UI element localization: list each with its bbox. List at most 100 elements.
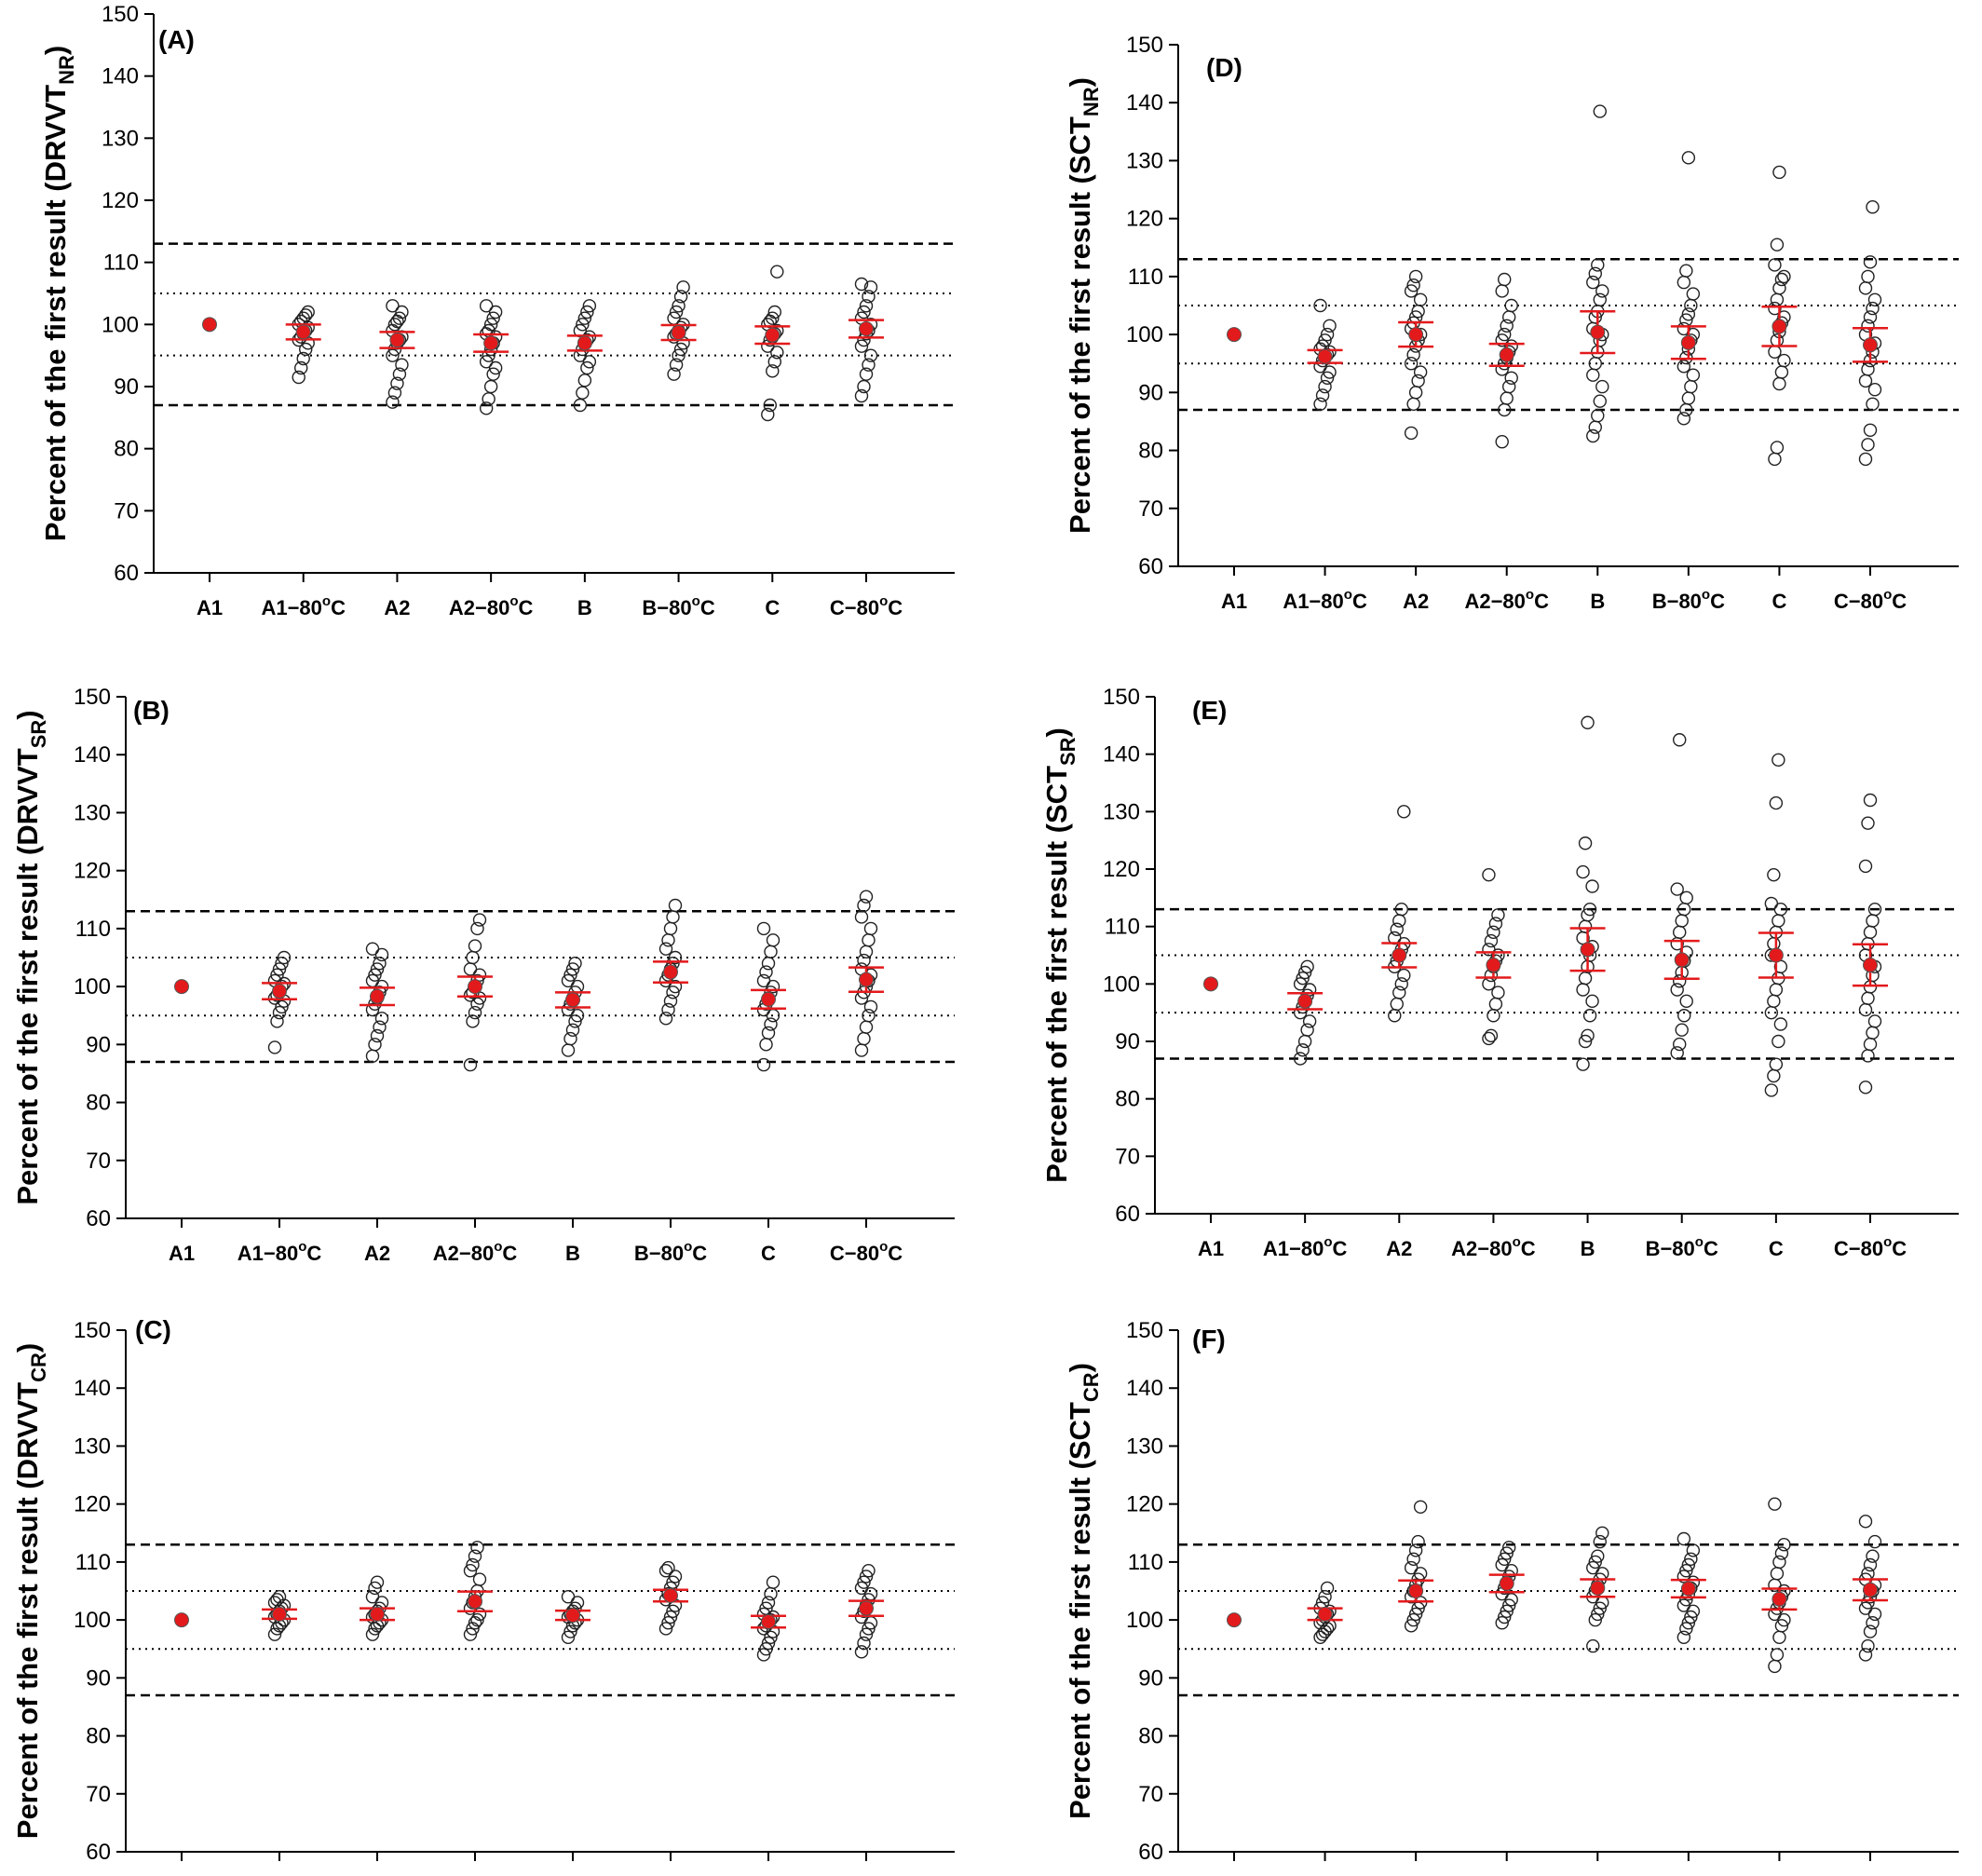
x-tick-label: C bbox=[1769, 1237, 1784, 1260]
data-point bbox=[1677, 1570, 1691, 1584]
mean-point bbox=[1772, 1591, 1787, 1607]
data-point bbox=[857, 379, 871, 394]
y-tick-label: 100 bbox=[74, 1608, 111, 1633]
data-point bbox=[1686, 1543, 1701, 1557]
data-point bbox=[468, 1616, 482, 1630]
data-point bbox=[663, 1610, 678, 1625]
x-tick-label: A1−80oC bbox=[1283, 587, 1367, 613]
data-point bbox=[1858, 374, 1873, 388]
data-point bbox=[1867, 1607, 1882, 1622]
x-tick-label: B−80oC bbox=[634, 1239, 707, 1265]
data-point bbox=[859, 1627, 874, 1641]
x-tick-label: C−80oC bbox=[830, 593, 903, 619]
data-point bbox=[1297, 1034, 1312, 1049]
data-point bbox=[756, 973, 771, 988]
data-point bbox=[1408, 1543, 1423, 1557]
y-tick-label: 150 bbox=[74, 685, 111, 710]
mean-point bbox=[1674, 952, 1690, 968]
mean-point bbox=[1499, 347, 1514, 362]
data-point bbox=[486, 367, 500, 381]
data-point bbox=[1767, 867, 1781, 882]
mean-point bbox=[1863, 1582, 1878, 1597]
data-point bbox=[676, 280, 690, 294]
mean-point bbox=[1391, 947, 1407, 963]
y-tick-label: 130 bbox=[102, 126, 139, 151]
data-point bbox=[1581, 908, 1595, 922]
y-tick-label: 60 bbox=[86, 1840, 111, 1865]
y-tick-label: 80 bbox=[86, 1091, 111, 1116]
data-point bbox=[1677, 360, 1691, 374]
data-point bbox=[1486, 925, 1500, 940]
data-point bbox=[759, 1642, 773, 1656]
data-point bbox=[859, 1020, 874, 1034]
data-point bbox=[661, 1002, 675, 1017]
data-point bbox=[374, 947, 389, 962]
data-point bbox=[272, 1590, 287, 1604]
y-tick-label: 90 bbox=[114, 374, 139, 400]
chart-panel-6: 60708090100110120130140150A1A1−80oCA2A2−… bbox=[1064, 1318, 1959, 1876]
data-point bbox=[577, 374, 592, 387]
mean-point bbox=[1317, 348, 1333, 364]
data-point bbox=[1318, 333, 1332, 347]
chart-panel-3: 60708090100110120130140150A1A1−80oCA2A2−… bbox=[11, 1315, 955, 1876]
data-point bbox=[1582, 1009, 1597, 1023]
data-point bbox=[1576, 1057, 1590, 1071]
data-point bbox=[1491, 986, 1505, 999]
data-point bbox=[663, 921, 678, 936]
data-point bbox=[563, 1031, 577, 1046]
data-point bbox=[1686, 368, 1701, 382]
data-point bbox=[1867, 1534, 1882, 1549]
data-point bbox=[294, 360, 308, 375]
mean-point bbox=[1499, 1575, 1514, 1591]
y-tick-label: 90 bbox=[1138, 380, 1163, 405]
data-point bbox=[862, 933, 876, 947]
x-tick-label: B−80oC bbox=[1652, 587, 1725, 613]
data-point bbox=[275, 999, 289, 1014]
data-point bbox=[275, 957, 289, 971]
data-point bbox=[472, 913, 487, 927]
data-point bbox=[1502, 310, 1516, 324]
data-point bbox=[668, 950, 683, 965]
mean-point bbox=[859, 321, 874, 336]
y-tick-label: 90 bbox=[86, 1665, 111, 1691]
data-point bbox=[862, 290, 876, 304]
data-point bbox=[1320, 371, 1335, 385]
data-point bbox=[666, 1604, 680, 1618]
data-point bbox=[1585, 879, 1599, 893]
data-point bbox=[1495, 362, 1509, 376]
data-point bbox=[1774, 1546, 1789, 1560]
mean-point bbox=[663, 964, 678, 980]
data-point bbox=[1293, 1052, 1308, 1066]
data-point bbox=[1772, 281, 1786, 295]
data-point bbox=[1413, 292, 1428, 306]
data-point bbox=[1769, 1057, 1784, 1071]
data-point bbox=[373, 1020, 387, 1034]
data-point bbox=[756, 1057, 771, 1072]
data-point bbox=[1867, 383, 1882, 397]
data-point bbox=[764, 945, 778, 958]
mean-point bbox=[1408, 1584, 1424, 1598]
y-tick-label: 80 bbox=[1138, 439, 1163, 464]
data-point bbox=[299, 342, 313, 357]
data-point bbox=[1867, 1014, 1882, 1028]
data-point bbox=[1586, 1560, 1600, 1575]
data-point bbox=[1767, 1068, 1781, 1083]
mean-point bbox=[565, 1608, 580, 1624]
data-point bbox=[392, 367, 407, 381]
data-point bbox=[854, 277, 869, 292]
data-point bbox=[470, 921, 484, 936]
y-tick-label: 140 bbox=[102, 64, 139, 89]
x-tick-label: B bbox=[577, 596, 592, 619]
x-tick-label: A1 bbox=[1198, 1237, 1224, 1260]
data-point bbox=[1681, 391, 1696, 405]
y-tick-label: 110 bbox=[1128, 265, 1163, 290]
data-point bbox=[1677, 1630, 1691, 1644]
chart-panel-4: 60 70 80 90 100 110 120 130 140 150 A1 A1−80oC A2 A2−… bbox=[1064, 33, 1959, 613]
data-point bbox=[857, 1636, 871, 1651]
x-tick-label: A2−80oC bbox=[449, 593, 534, 619]
data-point bbox=[1867, 902, 1882, 917]
mean-point bbox=[765, 327, 781, 343]
data-point bbox=[479, 401, 494, 415]
data-point bbox=[1673, 925, 1687, 940]
y-tick-label: 140 bbox=[1126, 90, 1163, 116]
